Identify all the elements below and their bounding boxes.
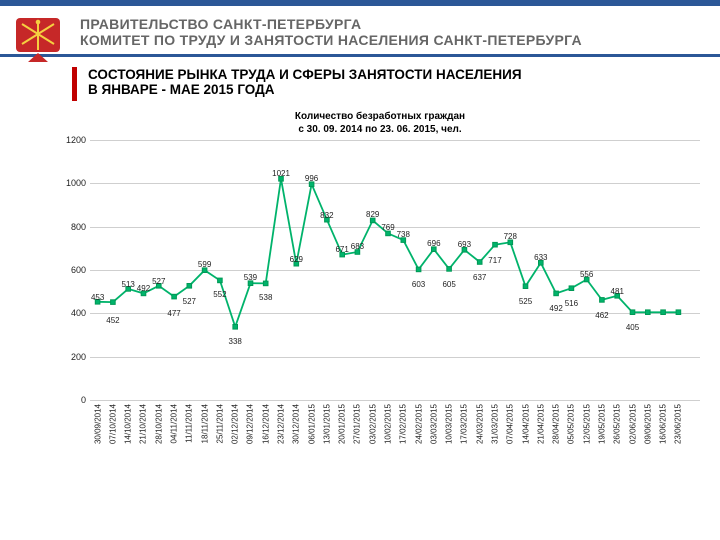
y-tick-label: 1200: [60, 135, 86, 145]
value-label: 516: [565, 299, 578, 308]
subtitle: СОСТОЯНИЕ РЫНКА ТРУДА И СФЕРЫ ЗАНЯТОСТИ …: [0, 57, 720, 103]
x-tick-label: 13/01/2015: [322, 404, 331, 444]
x-tick-label: 30/12/2014: [292, 404, 301, 444]
value-label: 599: [198, 260, 211, 269]
value-label: 481: [611, 287, 624, 296]
x-tick-label: 23/12/2014: [277, 404, 286, 444]
x-tick-label: 26/05/2015: [613, 404, 622, 444]
value-label: 492: [137, 284, 150, 293]
chart-title: Количество безработных граждан с 30. 09.…: [60, 111, 700, 136]
x-tick-label: 28/04/2015: [552, 404, 561, 444]
value-label: 717: [488, 256, 501, 265]
value-label: 696: [427, 239, 440, 248]
value-label: 513: [122, 280, 135, 289]
x-tick-label: 12/05/2015: [582, 404, 591, 444]
spb-crest-icon: [14, 14, 62, 62]
x-tick-label: 02/12/2014: [231, 404, 240, 444]
value-label: 637: [473, 273, 486, 282]
value-label: 538: [259, 293, 272, 302]
value-label: 539: [244, 273, 257, 282]
chart-title-l1: Количество безработных граждан: [295, 111, 465, 122]
x-tick-label: 28/10/2014: [154, 404, 163, 444]
value-label: 633: [534, 253, 547, 262]
value-label: 527: [152, 277, 165, 286]
x-tick-label: 14/10/2014: [124, 404, 133, 444]
y-tick-label: 800: [60, 222, 86, 232]
header-line2: КОМИТЕТ ПО ТРУДУ И ЗАНЯТОСТИ НАСЕЛЕНИЯ С…: [80, 32, 710, 48]
value-label: 527: [183, 297, 196, 306]
chart: Количество безработных граждан с 30. 09.…: [60, 111, 700, 470]
value-label: 1021: [272, 169, 290, 178]
x-tick-label: 24/03/2015: [475, 404, 484, 444]
value-label: 629: [290, 255, 303, 264]
x-tick-label: 17/02/2015: [399, 404, 408, 444]
x-tick-label: 21/04/2015: [536, 404, 545, 444]
value-label: 996: [305, 174, 318, 183]
x-tick-label: 11/11/2014: [185, 404, 194, 443]
x-tick-label: 09/12/2014: [246, 404, 255, 444]
x-tick-label: 03/03/2015: [429, 404, 438, 444]
value-label: 693: [458, 240, 471, 249]
value-label: 683: [351, 242, 364, 251]
value-label: 452: [106, 316, 119, 325]
x-tick-label: 24/02/2015: [414, 404, 423, 444]
value-label: 405: [626, 323, 639, 332]
header: ПРАВИТЕЛЬСТВО САНКТ-ПЕТЕРБУРГА КОМИТЕТ П…: [0, 6, 720, 57]
x-tick-label: 23/06/2015: [674, 404, 683, 444]
x-tick-label: 27/01/2015: [353, 404, 362, 444]
y-tick-label: 1000: [60, 178, 86, 188]
header-line1: ПРАВИТЕЛЬСТВО САНКТ-ПЕТЕРБУРГА: [80, 16, 710, 32]
x-tick-label: 21/10/2014: [139, 404, 148, 444]
x-tick-label: 25/11/2014: [215, 404, 224, 443]
x-tick-label: 16/06/2015: [659, 404, 668, 444]
x-tick-label: 31/03/2015: [490, 404, 499, 444]
red-accent-bar: [72, 67, 77, 101]
value-label: 832: [320, 211, 333, 220]
value-label: 556: [580, 270, 593, 279]
y-tick-label: 600: [60, 265, 86, 275]
value-label: 477: [167, 309, 180, 318]
value-label: 738: [397, 230, 410, 239]
x-tick-label: 04/11/2014: [170, 404, 179, 443]
x-axis: 30/09/2014 07/10/2014 14/10/2014 21/10/2014…: [90, 400, 700, 470]
plot-area: 0200400600800100012004534525134925274775…: [60, 140, 700, 400]
line-series: [90, 140, 686, 400]
value-label: 462: [595, 311, 608, 320]
value-label: 603: [412, 280, 425, 289]
y-tick-label: 200: [60, 352, 86, 362]
x-tick-label: 16/12/2014: [261, 404, 270, 444]
value-label: 525: [519, 297, 532, 306]
x-tick-label: 19/05/2015: [597, 404, 606, 444]
value-label: 552: [213, 290, 226, 299]
value-label: 769: [381, 223, 394, 232]
chart-title-l2: с 30. 09. 2014 по 23. 06. 2015, чел.: [298, 124, 461, 135]
value-label: 671: [335, 245, 348, 254]
x-tick-label: 14/04/2015: [521, 404, 530, 444]
value-label: 829: [366, 210, 379, 219]
x-tick-label: 07/10/2014: [108, 404, 117, 444]
x-tick-label: 17/03/2015: [460, 404, 469, 444]
x-tick-label: 20/01/2015: [338, 404, 347, 444]
x-tick-label: 10/03/2015: [445, 404, 454, 444]
subtitle-line2: В ЯНВАРЕ - МАЕ 2015 ГОДА: [88, 82, 710, 97]
x-tick-label: 10/02/2015: [384, 404, 393, 444]
value-label: 605: [442, 280, 455, 289]
value-label: 728: [504, 232, 517, 241]
x-tick-label: 07/04/2015: [506, 404, 515, 444]
value-label: 492: [549, 304, 562, 313]
x-tick-label: 18/11/2014: [200, 404, 209, 443]
x-tick-label: 09/06/2015: [643, 404, 652, 444]
y-tick-label: 400: [60, 308, 86, 318]
x-tick-label: 05/05/2015: [567, 404, 576, 444]
x-tick-label: 03/02/2015: [368, 404, 377, 444]
subtitle-line1: СОСТОЯНИЕ РЫНКА ТРУДА И СФЕРЫ ЗАНЯТОСТИ …: [88, 67, 710, 82]
x-tick-label: 02/06/2015: [628, 404, 637, 444]
x-tick-label: 06/01/2015: [307, 404, 316, 444]
value-label: 453: [91, 293, 104, 302]
x-tick-label: 30/09/2014: [93, 404, 102, 444]
value-label: 338: [228, 337, 241, 346]
y-tick-label: 0: [60, 395, 86, 405]
